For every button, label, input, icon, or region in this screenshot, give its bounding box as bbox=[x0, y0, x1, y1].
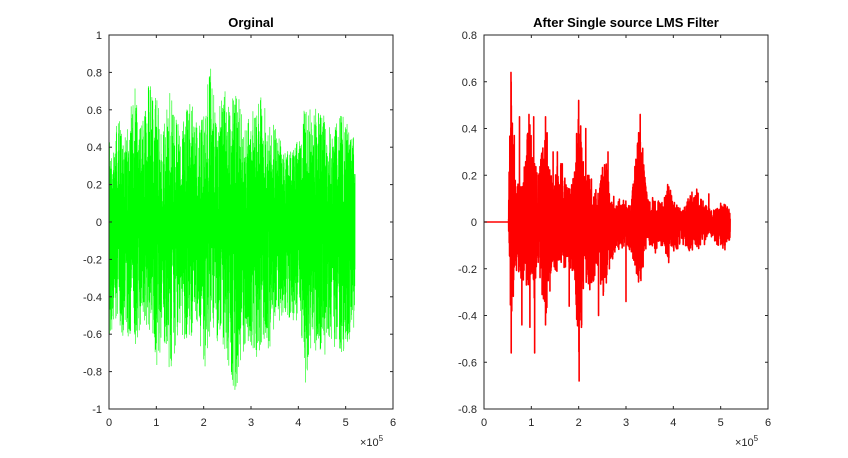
x-exponent-power-lms-filter: 5 bbox=[754, 434, 759, 443]
y-tick-label-original: 0.6 bbox=[87, 105, 102, 117]
y-tick-label-lms-filter: -0.8 bbox=[458, 404, 477, 416]
x-tick-label-lms-filter: 3 bbox=[623, 417, 629, 429]
x-tick-label-lms-filter: 4 bbox=[670, 417, 676, 429]
y-tick-label-original: -0.8 bbox=[83, 367, 102, 379]
axes-original: Orginal 0 1 2 3 4 5 6-1-0.8-0.6-0.4-0.200.20.4… bbox=[83, 15, 396, 449]
x-tick-label-original: 1 bbox=[153, 417, 159, 429]
title-lms-filter: After Single source LMS Filter bbox=[533, 15, 719, 30]
y-tick-label-lms-filter: -0.6 bbox=[458, 357, 477, 369]
signal-line-lms-filter bbox=[484, 71, 731, 382]
y-tick-label-lms-filter: -0.4 bbox=[458, 311, 477, 323]
y-tick-label-original: -0.4 bbox=[83, 292, 102, 304]
y-tick-label-lms-filter: 0.4 bbox=[462, 124, 477, 136]
x-tick-label-lms-filter: 5 bbox=[718, 417, 724, 429]
x-tick-label-lms-filter: 0 bbox=[481, 417, 487, 429]
y-tick-label-lms-filter: -0.2 bbox=[458, 264, 477, 276]
title-original: Orginal bbox=[228, 15, 274, 30]
x-tick-label-original: 2 bbox=[201, 417, 207, 429]
y-tick-label-original: -1 bbox=[92, 404, 102, 416]
x-tick-label-original: 4 bbox=[295, 417, 301, 429]
x-tick-label-original: 0 bbox=[106, 417, 112, 429]
y-tick-label-lms-filter: 0.2 bbox=[462, 170, 477, 182]
y-tick-label-original: 0.2 bbox=[87, 180, 102, 192]
ticks-original: 0 1 2 3 4 5 6 -1 -0.8 -0.6 -0.4 -0.2 0 0.2 0.4 0.6 0.8 1 bbox=[83, 30, 396, 429]
y-tick-label-original: 1 bbox=[96, 30, 102, 42]
plot-area-original bbox=[108, 68, 356, 390]
x-exponent-lms-filter: ×105 bbox=[735, 434, 759, 449]
x-tick-label-original: 5 bbox=[343, 417, 349, 429]
y-tick-label-original: 0.8 bbox=[87, 67, 102, 79]
x-tick-label-lms-filter: 6 bbox=[765, 417, 771, 429]
x-exponent-base-lms-filter: ×10 bbox=[735, 437, 754, 449]
x-tick-label-original: 3 bbox=[248, 417, 254, 429]
x-tick-label-original: 6 bbox=[390, 417, 396, 429]
x-exponent-base-original: ×10 bbox=[360, 437, 379, 449]
signal-line-original bbox=[108, 68, 356, 390]
ticks-lms-filter: 0 1 2 3 4 5 6 -0.8 -0.6 -0.4 -0.2 0 0.2 0.4 0.6 0.8 bbox=[458, 30, 771, 429]
y-tick-label-original: 0.4 bbox=[87, 142, 102, 154]
y-tick-label-original: -0.2 bbox=[83, 254, 102, 266]
y-tick-label-original: 0 bbox=[96, 217, 102, 229]
x-tick-label-lms-filter: 1 bbox=[528, 417, 534, 429]
y-tick-label-lms-filter: 0.8 bbox=[462, 30, 477, 42]
x-exponent-original: ×105 bbox=[360, 434, 384, 449]
y-tick-label-lms-filter: 0 bbox=[471, 217, 477, 229]
axes-lms-filter: After Single source LMS Filter 0 1 2 3 4 5 6-0… bbox=[458, 15, 771, 449]
y-tick-label-original: -0.6 bbox=[83, 329, 102, 341]
x-tick-label-lms-filter: 2 bbox=[576, 417, 582, 429]
x-exponent-power-original: 5 bbox=[379, 434, 384, 443]
plot-area-lms-filter bbox=[484, 71, 731, 382]
y-tick-label-lms-filter: 0.6 bbox=[462, 77, 477, 89]
